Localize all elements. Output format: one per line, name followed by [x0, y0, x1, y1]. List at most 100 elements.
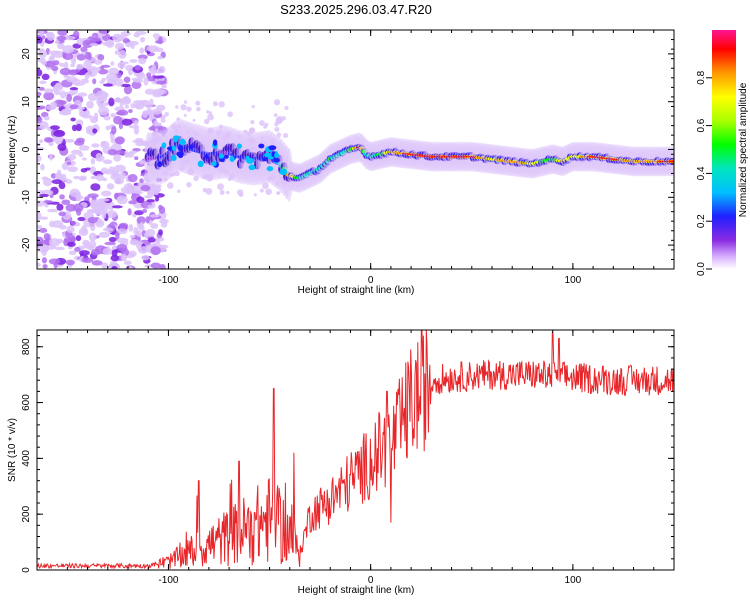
noise-blob	[111, 205, 123, 209]
noise-blob	[105, 39, 115, 48]
noise-blob	[129, 239, 139, 245]
ridge-blob	[224, 154, 229, 159]
noise-blob	[123, 260, 132, 266]
y-tick-label: 20	[21, 48, 32, 60]
noise-blob	[100, 190, 112, 197]
noise-blob	[147, 237, 156, 243]
noise-blob	[37, 68, 43, 77]
noise-blob	[37, 154, 42, 163]
noise-blob	[128, 124, 140, 129]
noise-blob	[56, 43, 65, 50]
noise-blob	[147, 204, 156, 209]
noise-blob	[71, 124, 78, 132]
noise-blob	[70, 220, 77, 226]
noise-blob	[129, 59, 138, 63]
noise-blob	[155, 40, 164, 44]
noise-blob	[273, 99, 281, 106]
noise-blob	[77, 92, 88, 97]
noise-blob	[192, 118, 196, 122]
noise-blob	[155, 80, 167, 85]
noise-blob	[131, 81, 142, 90]
noise-blob	[78, 145, 90, 151]
noise-blob	[146, 199, 155, 203]
noise-blob	[146, 72, 152, 78]
noise-blob	[102, 247, 113, 256]
noise-blob	[114, 78, 124, 87]
noise-blob	[39, 193, 49, 198]
noise-blob	[97, 198, 110, 202]
noise-blob	[140, 184, 151, 192]
ridge-blob	[245, 155, 250, 161]
noise-blob	[39, 80, 47, 85]
noise-blob	[70, 149, 82, 155]
noise-blob	[90, 175, 98, 180]
noise-blob	[76, 64, 84, 70]
noise-blob	[251, 104, 255, 109]
noise-blob	[54, 246, 65, 251]
noise-blob	[95, 152, 103, 161]
noise-blob	[218, 101, 225, 108]
noise-blob	[43, 91, 55, 101]
noise-blob	[180, 104, 187, 111]
noise-blob	[117, 227, 128, 235]
noise-blob	[39, 227, 48, 233]
noise-blob	[37, 200, 46, 207]
colorbar-tick-label: 0.8	[696, 70, 707, 84]
noise-blob	[43, 88, 54, 94]
y-tick-label: 0	[21, 146, 32, 152]
noise-blob	[142, 110, 149, 118]
noise-blob	[38, 121, 49, 130]
noise-blob	[259, 120, 265, 126]
noise-blob	[140, 36, 146, 43]
noise-blob	[123, 151, 130, 158]
noise-blob	[208, 111, 213, 115]
noise-blob	[154, 70, 162, 74]
noise-blob	[123, 76, 131, 83]
noise-blob	[69, 87, 79, 91]
noise-blob	[134, 64, 141, 71]
noise-blob	[66, 76, 78, 83]
noise-blob	[186, 182, 192, 188]
noise-blob	[284, 105, 289, 111]
noise-blob	[41, 111, 49, 118]
noise-blob	[37, 106, 43, 111]
y-tick-label: 600	[21, 394, 32, 411]
colorbar-label: Normalized spectral amplitude	[738, 82, 749, 217]
noise-blob	[127, 174, 138, 183]
noise-blob	[42, 264, 48, 269]
noise-blob	[61, 199, 71, 205]
noise-blob	[50, 125, 60, 130]
noise-blob	[120, 253, 128, 262]
noise-blob	[75, 235, 82, 242]
noise-blob	[93, 112, 99, 121]
noise-blob	[66, 161, 72, 165]
noise-blob	[93, 59, 103, 65]
noise-blob	[91, 143, 100, 148]
noise-blob	[67, 154, 77, 161]
noise-blob	[114, 42, 125, 51]
noise-blob	[51, 179, 63, 185]
noise-blob	[69, 188, 80, 198]
noise-blob	[45, 104, 56, 111]
noise-blob	[134, 156, 139, 161]
noise-blob	[101, 262, 109, 269]
noise-blob	[283, 132, 289, 139]
noise-blob	[84, 72, 90, 80]
noise-blob	[89, 43, 99, 47]
noise-blob	[65, 203, 77, 212]
noise-blob	[157, 55, 164, 60]
noise-blob	[151, 108, 163, 115]
noise-blob	[38, 86, 45, 91]
noise-blob	[81, 257, 94, 263]
noise-blob	[119, 172, 126, 180]
noise-blob	[150, 246, 161, 256]
noise-blob	[46, 138, 55, 142]
noise-blob	[135, 230, 143, 237]
noise-blob	[65, 259, 75, 266]
noise-blob	[42, 177, 53, 187]
ridge-blob	[172, 135, 180, 140]
noise-blob	[69, 104, 79, 110]
noise-blob	[85, 125, 95, 132]
noise-blob	[74, 246, 81, 253]
noise-blob	[57, 30, 68, 36]
